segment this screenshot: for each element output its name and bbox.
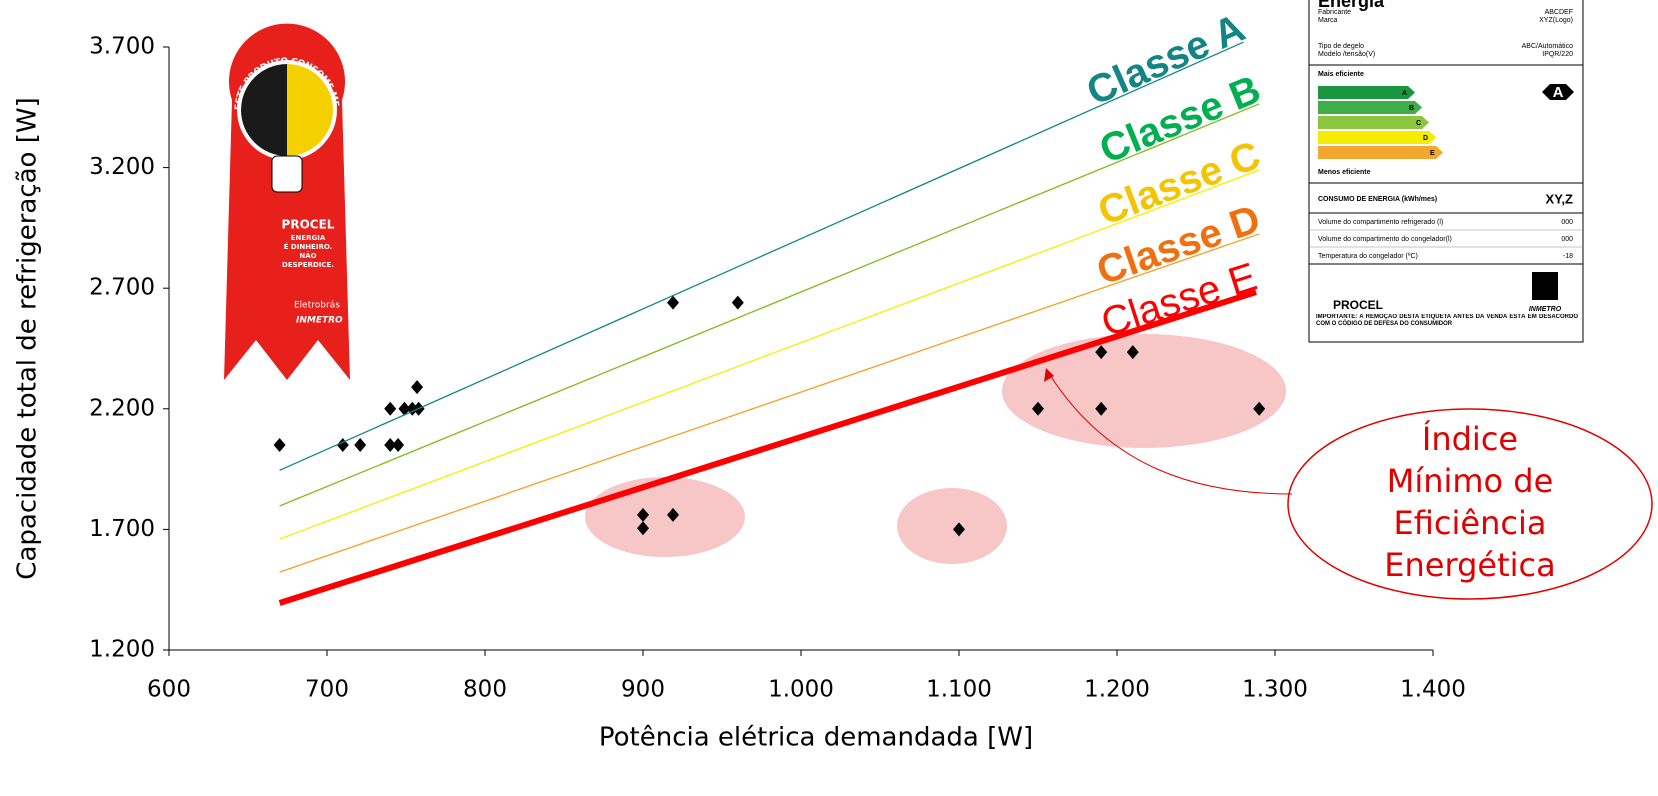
grade-bar <box>1318 116 1429 129</box>
grade-bar <box>1318 101 1422 114</box>
grade-letter: D <box>1423 135 1428 142</box>
y-tick-label: 3.700 <box>89 34 155 60</box>
label-field-value: IPQR/220 <box>1542 51 1573 58</box>
x-tick-label: 700 <box>305 677 349 703</box>
label-grade: A <box>1553 84 1564 101</box>
x-axis-title: Potência elétrica demandada [W] <box>599 723 1033 753</box>
label-warning: IMPORTANTE: A REMOÇÃO DESTA ETIQUETA ANT… <box>1316 314 1578 328</box>
procel-badge: ESTE PRODUTO CONSOME MENOS ENERGIA PROCE… <box>0 0 350 380</box>
spec-value: 000 <box>1561 219 1573 226</box>
x-tick-label: 1.300 <box>1242 677 1308 703</box>
badge-slogan: É DINHEIRO. <box>284 242 333 251</box>
point <box>411 380 423 394</box>
point <box>392 438 404 452</box>
label-field: Tipo de degelo <box>1318 43 1364 50</box>
label-worst: Menos eficiente <box>1318 169 1371 176</box>
y-axis-title: Capacidade total de refrigeração [W] <box>13 97 43 579</box>
x-tick-label: 1.400 <box>1400 677 1466 703</box>
badge-org: Eletrobrás <box>294 301 340 311</box>
badge-brand: PROCEL <box>282 218 335 232</box>
callout-text: Mínimo de <box>1387 462 1554 500</box>
grade-letter: B <box>1409 105 1414 112</box>
badge-slogan: DESPERDICE. <box>282 261 334 269</box>
point <box>732 296 744 310</box>
label-consumption-value: XY,Z <box>1546 191 1574 206</box>
callout-text: Energética <box>1384 546 1555 584</box>
chart: 1.200 1.700 2.200 2.700 3.200 3.700 600 700 800 9… <box>0 0 1658 796</box>
callout-text: Eficiência <box>1394 504 1547 542</box>
spec-name: Volume do compartimento do congelador(l) <box>1318 236 1452 243</box>
x-tick-label: 1.000 <box>768 677 834 703</box>
grade-bar <box>1318 86 1415 99</box>
highlight <box>585 477 745 557</box>
label-best: Mais eficiente <box>1318 71 1364 78</box>
badge-slogan: ENERGIA <box>291 234 326 242</box>
highlight <box>897 488 1007 564</box>
x-tick-label: 900 <box>621 677 665 703</box>
spec-name: Temperatura do congelador (ºC) <box>1318 253 1418 260</box>
x-tick-label: 600 <box>147 677 191 703</box>
y-tick-label: 1.700 <box>89 516 155 542</box>
x-tick-label: 1.100 <box>926 677 992 703</box>
point <box>384 402 396 416</box>
y-tick-label: 3.200 <box>89 154 155 180</box>
label-field: Marca <box>1318 17 1338 24</box>
spec-value: -18 <box>1563 253 1573 260</box>
x-tick-label: 800 <box>463 677 507 703</box>
label-field-value: XYZ(Logo) <box>1539 17 1573 24</box>
label-brand: INMETRO <box>1529 306 1562 313</box>
spec-value: 000 <box>1561 236 1573 243</box>
callout-text: Índice <box>1422 420 1518 458</box>
label-program: PROCEL <box>1333 298 1383 312</box>
y-tick-label: 1.200 <box>89 637 155 663</box>
grade-bar <box>1318 131 1436 144</box>
label-field: Modelo /tensão(V) <box>1318 51 1375 58</box>
point <box>354 438 366 452</box>
label-consumption: CONSUMO DE ENERGIA (kWh/mes) <box>1318 196 1437 203</box>
grade-bar <box>1318 146 1443 159</box>
x-tick-label: 1.200 <box>1084 677 1150 703</box>
badge-slogan: NÃO <box>299 251 316 260</box>
grade-letter: A <box>1402 90 1407 97</box>
grade-letter: E <box>1430 150 1435 157</box>
y-tick-label: 2.700 <box>89 275 155 301</box>
label-field-value: ABC/Automático <box>1522 43 1573 50</box>
label-field: Fabricante <box>1318 9 1351 16</box>
y-tick-label: 2.200 <box>89 395 155 421</box>
grade-letter: C <box>1416 120 1421 127</box>
spec-name: Volume do compartimento refrigerado (l) <box>1318 219 1443 226</box>
highlight <box>1002 334 1286 448</box>
badge-org: INMETRO <box>296 316 343 326</box>
point <box>274 438 286 452</box>
label-field-value: ABCDEF <box>1545 9 1573 16</box>
